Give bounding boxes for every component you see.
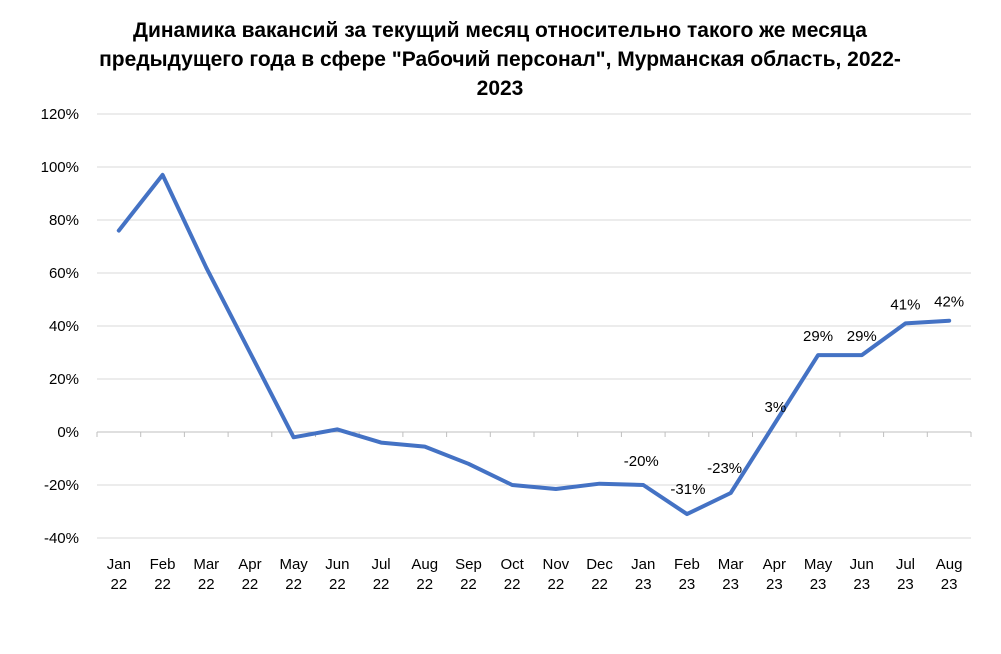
y-tick-label: 20% — [49, 371, 79, 388]
series-line — [116, 172, 952, 517]
data-label: 29% — [803, 328, 833, 345]
y-tick-label: 80% — [49, 212, 79, 229]
x-tick-label: Apr 23 — [763, 556, 786, 593]
x-tick-label: Apr 22 — [238, 556, 261, 593]
y-tick-label: 0% — [57, 424, 79, 441]
chart-title: Динамика вакансий за текущий месяц относ… — [99, 19, 901, 100]
x-tick-label: Jul 22 — [371, 556, 390, 593]
x-tick-label: Aug 23 — [936, 556, 963, 593]
x-tick-label: May 23 — [804, 556, 833, 593]
x-tick-label: Jan 23 — [631, 556, 655, 593]
y-tick-label: 120% — [41, 106, 79, 123]
data-label: 41% — [890, 296, 920, 313]
x-tick-label: Mar 23 — [718, 556, 744, 593]
y-tick-label: 60% — [49, 265, 79, 282]
x-tick-label: Jan 22 — [107, 556, 131, 593]
data-label: -23% — [707, 460, 742, 477]
x-tick-label: Mar 22 — [193, 556, 219, 593]
y-tick-label: 100% — [41, 159, 79, 176]
x-tick-label: Feb 23 — [674, 556, 700, 593]
x-tick-label: Aug 22 — [411, 556, 438, 593]
data-label: 42% — [934, 294, 964, 311]
y-tick-label: -20% — [44, 477, 79, 494]
y-tick-label: 40% — [49, 318, 79, 335]
x-tick-label: Nov 22 — [543, 556, 570, 593]
x-tick-label: Jun 22 — [325, 556, 349, 593]
x-tick-label: May 22 — [279, 556, 308, 593]
x-tick-label: Dec 22 — [586, 556, 613, 593]
x-tick-label: Jun 23 — [850, 556, 874, 593]
y-tick-label: -40% — [44, 530, 79, 547]
x-tick-label: Jul 23 — [896, 556, 915, 593]
data-label: -20% — [624, 453, 659, 470]
data-label: 29% — [847, 328, 877, 345]
data-label: -31% — [670, 481, 705, 498]
x-tick-label: Sep 22 — [455, 556, 482, 593]
data-label: 3% — [765, 399, 787, 416]
x-tick-label: Feb 22 — [150, 556, 176, 593]
x-tick-label: Oct 22 — [500, 556, 524, 593]
